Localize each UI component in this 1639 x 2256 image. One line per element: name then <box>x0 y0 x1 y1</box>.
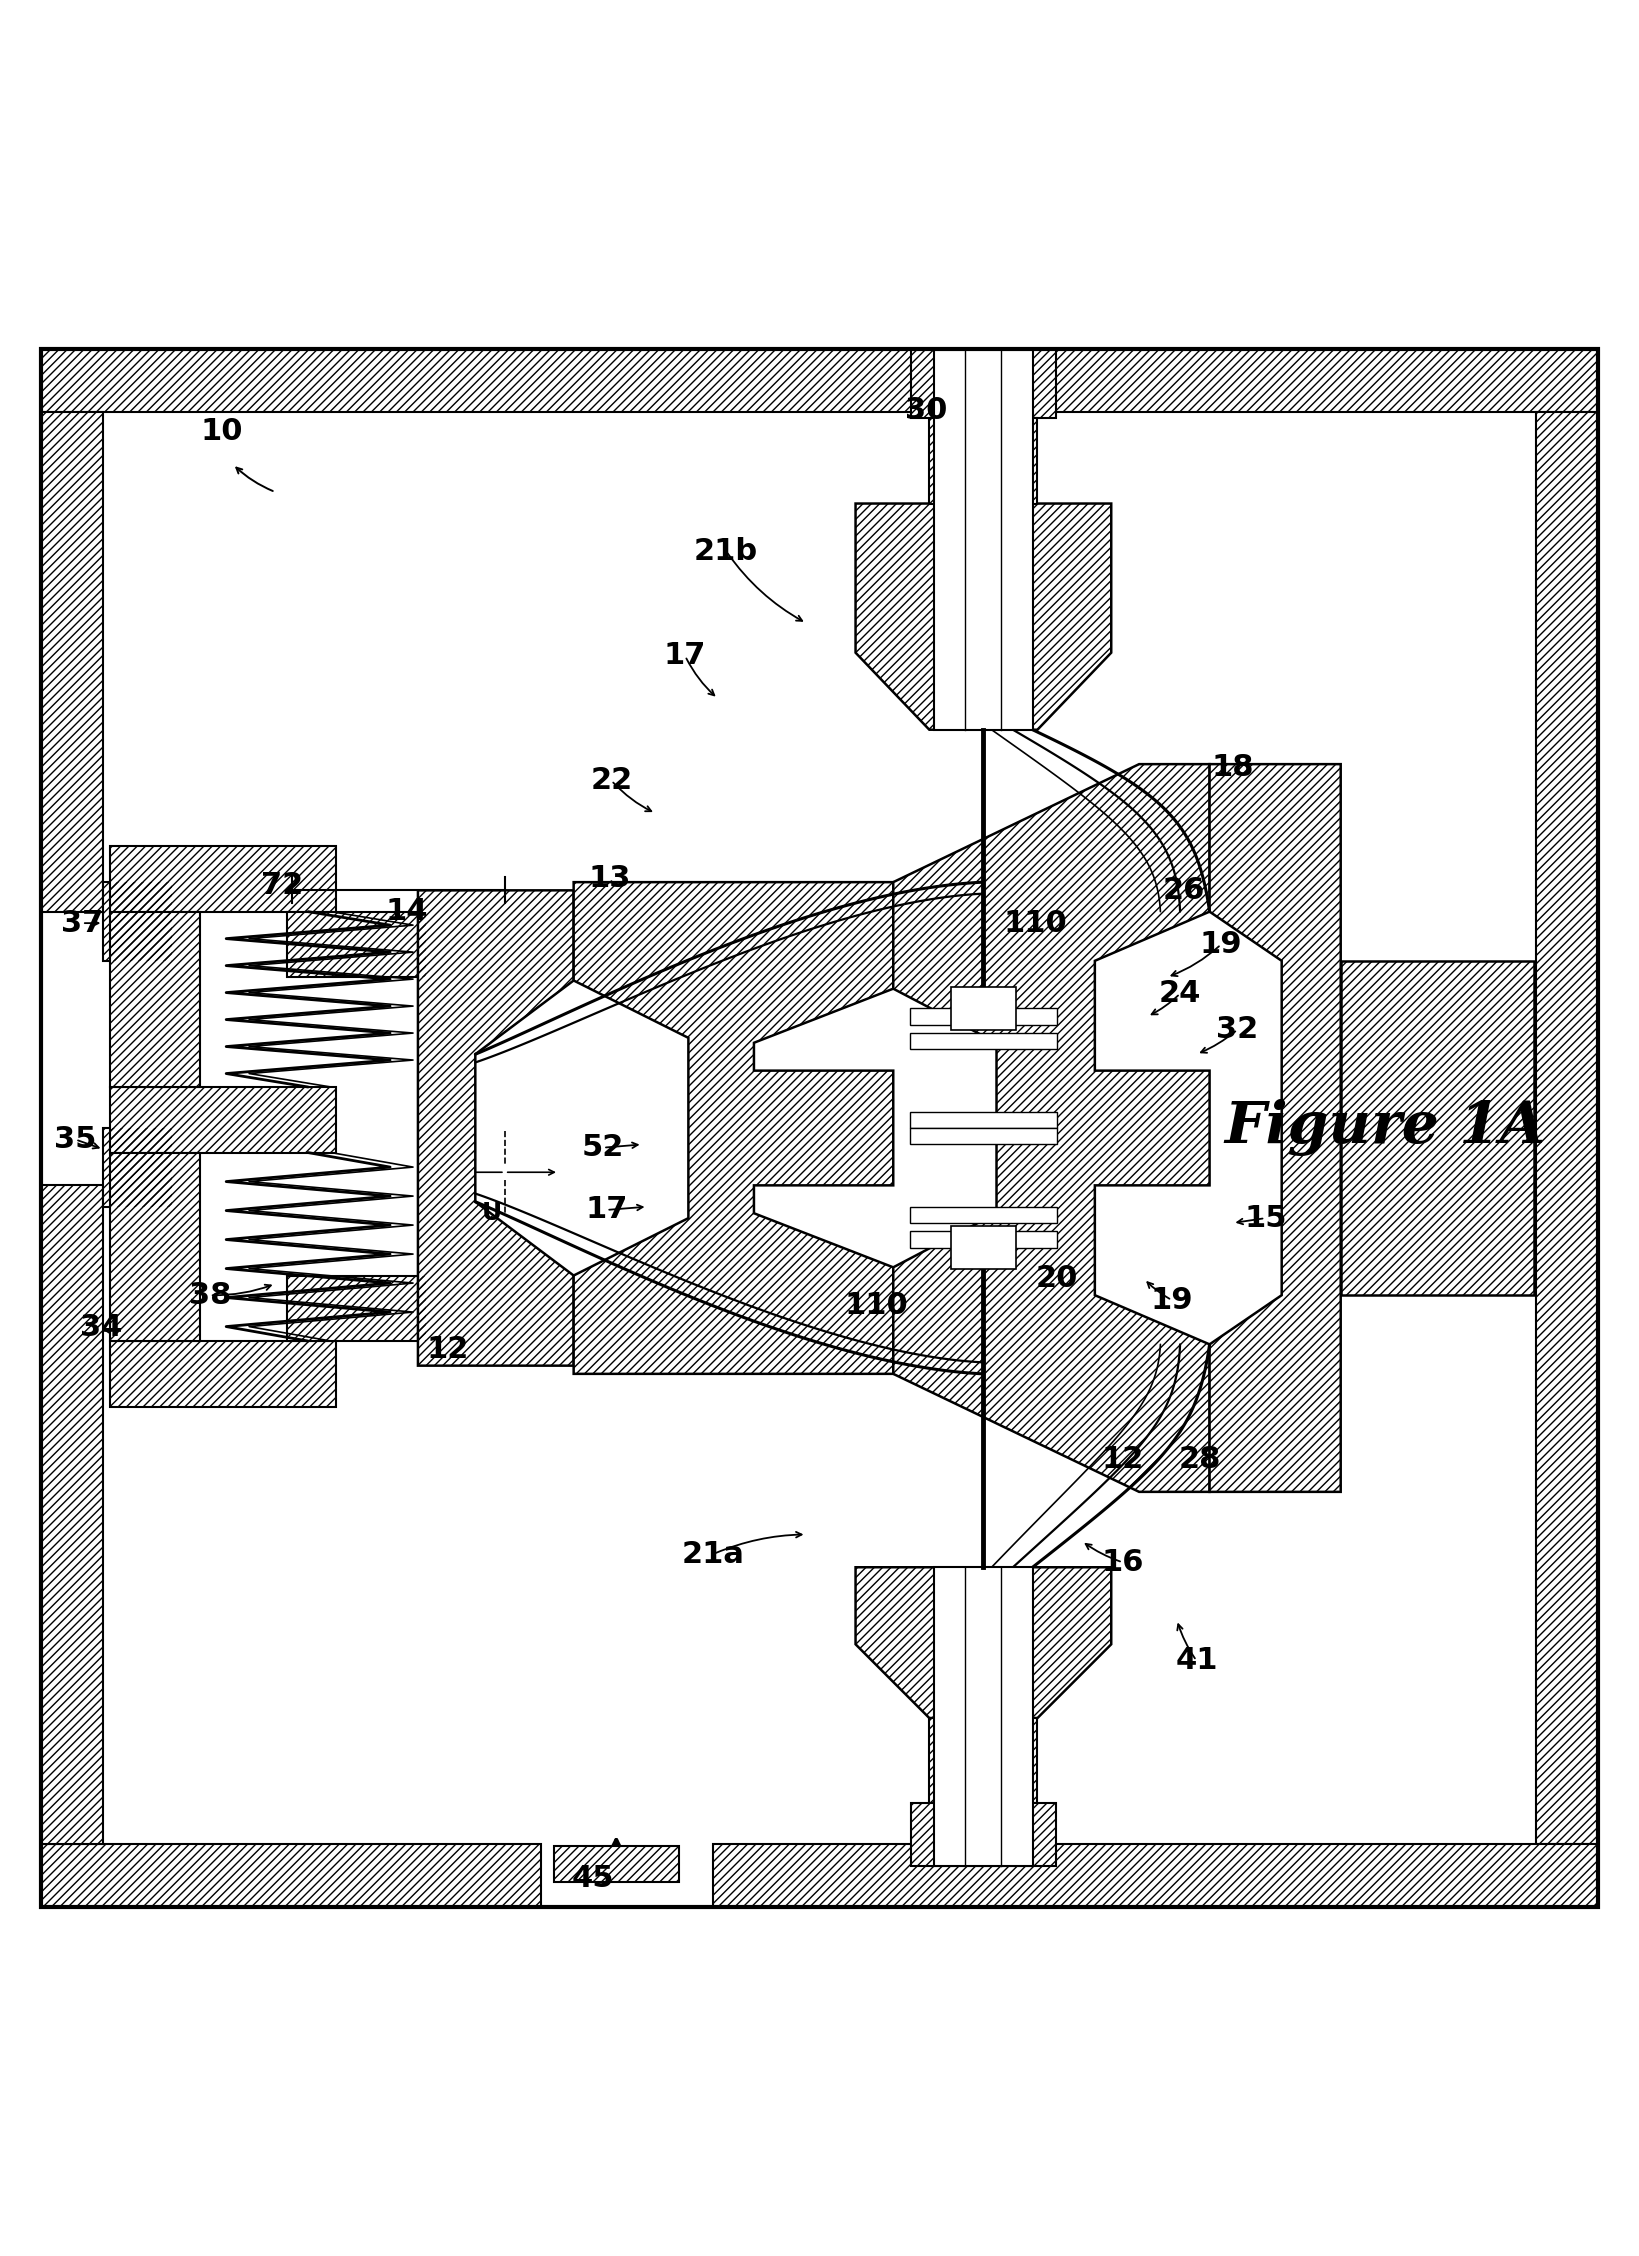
Text: 26: 26 <box>1162 875 1205 905</box>
Text: 19: 19 <box>1151 1286 1193 1315</box>
Text: 12: 12 <box>1101 1444 1144 1473</box>
Polygon shape <box>41 1843 541 1906</box>
Text: 41: 41 <box>1175 1647 1218 1676</box>
Polygon shape <box>893 765 1210 1491</box>
Text: Figure 1A: Figure 1A <box>1224 1099 1546 1157</box>
Polygon shape <box>110 846 336 911</box>
Polygon shape <box>110 1340 336 1408</box>
Polygon shape <box>929 1719 1037 1803</box>
Bar <box>934 350 1033 729</box>
Text: 19: 19 <box>1200 929 1242 959</box>
Text: 14: 14 <box>385 898 428 927</box>
Polygon shape <box>1210 765 1341 1491</box>
Polygon shape <box>554 1845 679 1882</box>
Bar <box>910 1008 1057 1024</box>
Bar <box>951 988 1016 1029</box>
Polygon shape <box>110 1087 336 1153</box>
Polygon shape <box>41 1184 103 1843</box>
Text: 52: 52 <box>582 1133 624 1162</box>
Text: 16: 16 <box>1101 1548 1144 1577</box>
Text: U: U <box>482 1200 502 1225</box>
Polygon shape <box>418 891 574 1365</box>
Text: 15: 15 <box>1244 1205 1287 1232</box>
Text: 35: 35 <box>54 1126 97 1155</box>
Polygon shape <box>856 503 1111 729</box>
Text: 17: 17 <box>664 641 706 670</box>
Text: 18: 18 <box>1211 754 1254 783</box>
Polygon shape <box>1341 961 1534 1295</box>
Text: 22: 22 <box>590 767 633 794</box>
Polygon shape <box>41 413 103 911</box>
Polygon shape <box>41 350 1598 413</box>
Bar <box>910 1232 1057 1248</box>
Polygon shape <box>713 1843 1598 1906</box>
Bar <box>910 1207 1057 1223</box>
Text: 110: 110 <box>1005 909 1067 938</box>
Bar <box>934 1568 1033 1866</box>
Polygon shape <box>911 350 1056 417</box>
Polygon shape <box>287 911 426 977</box>
Polygon shape <box>911 1803 1056 1866</box>
Text: 110: 110 <box>846 1290 908 1320</box>
Text: 21a: 21a <box>682 1539 744 1568</box>
Text: 17: 17 <box>585 1196 628 1225</box>
Polygon shape <box>103 882 172 961</box>
Polygon shape <box>103 1128 172 1207</box>
Polygon shape <box>110 1153 200 1340</box>
Bar <box>951 1227 1016 1268</box>
Text: 13: 13 <box>588 864 631 893</box>
Bar <box>910 1112 1057 1128</box>
Bar <box>910 1128 1057 1144</box>
Text: 37: 37 <box>61 909 103 938</box>
Text: 24: 24 <box>1159 979 1201 1008</box>
Text: 28: 28 <box>1178 1444 1221 1473</box>
Text: 12: 12 <box>426 1336 469 1365</box>
Polygon shape <box>287 1275 426 1340</box>
Text: 32: 32 <box>1216 1015 1259 1045</box>
Polygon shape <box>1536 413 1598 1843</box>
Text: 72: 72 <box>261 871 303 900</box>
Text: 45: 45 <box>572 1863 615 1893</box>
Text: 10: 10 <box>200 417 243 447</box>
Text: 20: 20 <box>1036 1263 1078 1293</box>
Polygon shape <box>574 882 893 1374</box>
Polygon shape <box>110 911 200 1087</box>
Text: 34: 34 <box>80 1313 123 1342</box>
Polygon shape <box>929 417 1037 503</box>
Text: 21b: 21b <box>693 537 759 566</box>
Text: 30: 30 <box>905 395 947 424</box>
Polygon shape <box>856 1568 1111 1719</box>
Text: 38: 38 <box>188 1281 231 1311</box>
Bar <box>910 1033 1057 1049</box>
